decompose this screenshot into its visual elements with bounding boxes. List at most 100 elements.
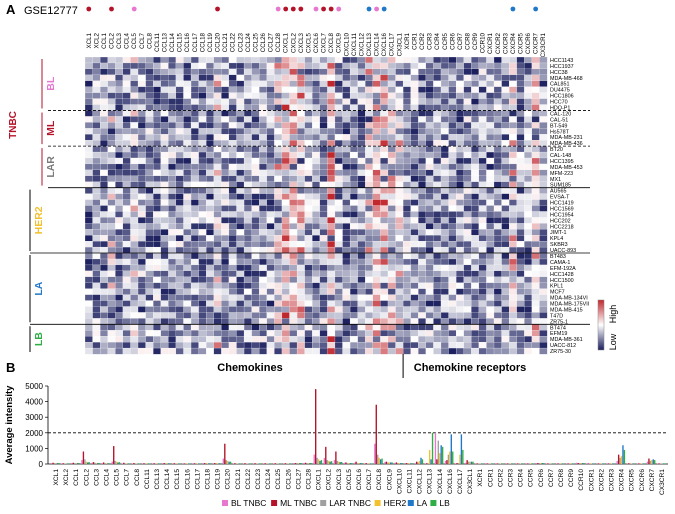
column-label-ccr3: CCR3 xyxy=(427,32,434,49)
x-tick-label-ccl23: CCL23 xyxy=(255,469,262,490)
heatmap-cell xyxy=(266,241,275,248)
heatmap-cell xyxy=(168,68,177,76)
heatmap-cell xyxy=(206,211,215,218)
heatmap-cell xyxy=(259,282,268,290)
bar-la xyxy=(400,463,402,464)
heatmap-cell xyxy=(380,282,389,290)
bar-lb xyxy=(118,462,121,464)
heatmap-cell xyxy=(100,217,109,224)
heatmap-cell xyxy=(395,62,404,70)
heatmap-cell xyxy=(471,347,480,355)
heatmap-cell xyxy=(221,175,230,183)
heatmap-cell xyxy=(115,86,124,94)
heatmap-cell xyxy=(281,92,290,100)
heatmap-cell xyxy=(100,300,109,307)
bar-ml-tnbc xyxy=(456,463,458,464)
bar-ml-tnbc xyxy=(52,462,54,464)
heatmap-cell xyxy=(509,128,518,135)
heatmap-cell xyxy=(349,145,359,153)
bar-bl-tnbc xyxy=(495,463,497,464)
bar-her2 xyxy=(358,463,360,464)
heatmap-cell xyxy=(478,169,487,177)
heatmap-cell xyxy=(206,241,215,248)
heatmap-cell xyxy=(168,330,177,337)
heatmap-cell xyxy=(319,205,328,212)
heatmap-cell xyxy=(463,205,472,212)
heatmap-cell xyxy=(107,157,116,165)
heatmap-cell xyxy=(100,282,109,290)
row-label: MDA-MB-436 xyxy=(550,141,583,147)
heatmap-cell xyxy=(349,229,359,236)
heatmap-cell xyxy=(236,347,245,355)
heatmap-cell xyxy=(539,341,548,349)
heatmap-cell xyxy=(221,336,230,343)
heatmap-cell xyxy=(410,62,419,70)
heatmap-cell xyxy=(206,229,215,236)
heatmap-cell xyxy=(296,241,306,248)
heatmap-cell xyxy=(160,193,169,200)
heatmap-cell xyxy=(463,187,472,195)
heatmap-cell xyxy=(304,312,313,319)
heatmap-cell xyxy=(433,312,442,319)
heatmap-cell xyxy=(455,116,465,123)
bar-ml-tnbc xyxy=(304,462,307,464)
heatmap-cell xyxy=(236,330,245,337)
heatmap-cell xyxy=(137,306,147,313)
heatmap-cell xyxy=(357,122,366,129)
heatmap-cell xyxy=(243,318,253,325)
heatmap-cell xyxy=(213,324,222,331)
heatmap-cell xyxy=(402,110,412,117)
heatmap-cell xyxy=(221,140,230,147)
heatmap-cell xyxy=(100,163,109,171)
heatmap-cell xyxy=(524,140,533,147)
heatmap-cell xyxy=(433,288,442,296)
heatmap-cell xyxy=(84,193,93,200)
column-label-cxcl3: CXCL3 xyxy=(298,32,305,53)
heatmap-cell xyxy=(183,276,192,284)
bar-bl-tnbc xyxy=(172,463,174,464)
heatmap-cell xyxy=(274,151,283,159)
heatmap-cell xyxy=(395,330,404,337)
heatmap-cell xyxy=(289,300,298,307)
heatmap-cell xyxy=(145,306,154,313)
heatmap-cell xyxy=(380,270,389,278)
heatmap-cell xyxy=(531,62,540,70)
heatmap-cell xyxy=(509,341,518,349)
heatmap-cell xyxy=(501,68,510,76)
heatmap-cell xyxy=(448,294,457,301)
heatmap-cell xyxy=(122,110,131,117)
heatmap-cell xyxy=(198,300,207,307)
heatmap-cell xyxy=(259,163,268,171)
heatmap-cell xyxy=(168,336,177,343)
heatmap-cell xyxy=(463,246,472,254)
heatmap-cell xyxy=(402,116,412,123)
heatmap-cell xyxy=(107,104,116,111)
bar-ml-tnbc xyxy=(345,462,347,464)
heatmap-cell xyxy=(115,235,124,242)
heatmap-cell xyxy=(387,229,396,236)
heatmap-cell xyxy=(259,241,268,248)
heatmap-cell xyxy=(372,181,381,189)
heatmap-cell xyxy=(380,306,389,313)
heatmap-cell xyxy=(455,110,465,117)
heatmap-cell xyxy=(342,122,351,129)
heatmap-cell xyxy=(516,336,525,343)
heatmap-cell xyxy=(448,229,457,236)
heatmap-cell xyxy=(130,324,139,331)
heatmap-cell xyxy=(153,68,162,76)
heatmap-cell xyxy=(266,140,275,147)
heatmap-cell xyxy=(357,246,366,254)
heatmap-cell xyxy=(334,341,343,349)
bar-lb xyxy=(98,463,100,464)
heatmap-cell xyxy=(410,110,419,117)
heatmap-cell xyxy=(145,217,154,224)
row-label: MDA-MB-134VI xyxy=(550,296,588,302)
heatmap-cell xyxy=(410,336,419,343)
heatmap xyxy=(84,56,548,355)
y-tick-label: 4000 xyxy=(25,398,43,407)
heatmap-cell xyxy=(221,318,230,325)
heatmap-cell xyxy=(349,98,359,105)
heatmap-cell xyxy=(190,205,200,212)
bar-her2 xyxy=(550,463,552,464)
heatmap-cell xyxy=(539,98,548,105)
